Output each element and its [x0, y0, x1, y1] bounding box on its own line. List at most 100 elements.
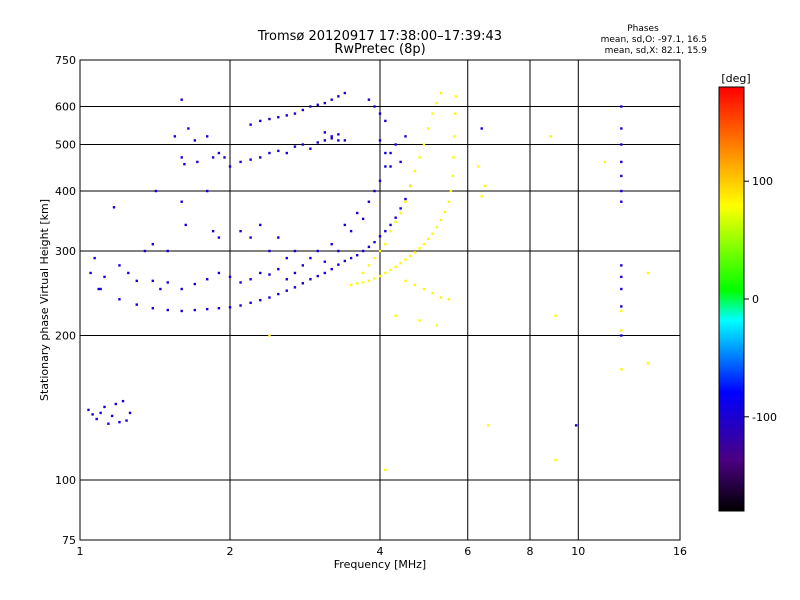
data-point-o: [620, 305, 623, 308]
data-point-o: [118, 298, 121, 301]
y-tick-label: 100: [55, 474, 76, 487]
data-point-o: [205, 135, 209, 138]
x-tick-label: 4: [377, 545, 384, 558]
data-point-o: [293, 271, 297, 275]
data-point-o: [97, 287, 100, 291]
data-point-o: [193, 308, 197, 312]
x-axis-label: Frequency [MHz]: [334, 558, 426, 571]
data-point-x: [367, 279, 371, 283]
x-tick-label: 1: [77, 545, 84, 558]
data-point-o: [277, 236, 280, 239]
data-point-x: [480, 195, 483, 198]
data-point-x: [447, 298, 451, 301]
data-point-o: [107, 422, 110, 425]
data-point-o: [285, 278, 288, 281]
data-point-o: [239, 229, 242, 233]
data-point-o: [268, 273, 271, 276]
data-point-x: [431, 112, 434, 115]
data-point-x: [418, 247, 421, 250]
data-point-o: [330, 135, 333, 138]
data-point-x: [483, 184, 487, 188]
data-point-o: [293, 286, 297, 289]
data-point-o: [301, 108, 305, 112]
colorbar-tick-label: 100: [752, 175, 773, 188]
data-point-o: [373, 105, 376, 108]
data-point-o: [259, 119, 262, 123]
data-point-o: [384, 151, 387, 155]
data-point-x: [435, 324, 438, 327]
y-tick-label: 300: [55, 245, 76, 258]
data-point-o: [277, 116, 280, 119]
data-point-o: [343, 91, 347, 95]
data-point-o: [323, 139, 327, 142]
data-point-o: [384, 119, 387, 123]
data-point-x: [603, 160, 606, 164]
data-point-x: [418, 156, 421, 159]
data-point-o: [259, 298, 262, 302]
data-point-o: [349, 229, 353, 233]
data-point-o: [151, 279, 155, 283]
y-tick-label: 600: [55, 101, 76, 114]
data-point-o: [166, 281, 169, 284]
data-point-o: [118, 420, 121, 424]
data-point-o: [620, 174, 623, 178]
data-point-o: [316, 274, 319, 278]
colorbar-label: [deg]: [721, 72, 750, 85]
data-point-x: [427, 127, 430, 130]
data-point-o: [574, 424, 578, 427]
data-point-o: [337, 133, 340, 136]
data-point-x: [394, 265, 397, 269]
x-tick-label: 2: [227, 545, 234, 558]
data-point-o: [249, 236, 252, 239]
data-point-o: [361, 217, 365, 221]
chart-title: Tromsø 20120917 17:38:00–17:39:43: [257, 29, 502, 44]
data-point-o: [173, 135, 177, 138]
x-tick-label: 16: [673, 545, 687, 558]
data-point-x: [389, 229, 392, 233]
data-point-o: [620, 334, 623, 337]
data-point-x: [477, 165, 480, 168]
data-point-o: [268, 151, 271, 155]
data-point-o: [180, 200, 183, 203]
data-point-o: [143, 249, 147, 253]
data-point-x: [451, 174, 455, 178]
data-point-x: [549, 135, 552, 138]
data-point-o: [277, 292, 280, 296]
data-point-o: [211, 229, 215, 233]
data-point-x: [355, 282, 359, 285]
data-point-o: [180, 156, 183, 159]
data-point-o: [285, 114, 288, 117]
data-point-o: [343, 139, 347, 142]
data-point-o: [268, 117, 271, 121]
phase-line-x: mean, sd,X: 82.1, 15.9: [605, 46, 708, 56]
data-point-o: [268, 249, 271, 253]
data-point-o: [285, 289, 288, 292]
data-point-o: [343, 259, 347, 263]
data-point-o: [103, 275, 106, 279]
data-point-o: [159, 287, 162, 291]
data-point-o: [316, 141, 319, 144]
data-point-o: [389, 151, 392, 155]
data-point-o: [361, 249, 365, 253]
data-point-o: [373, 240, 376, 244]
data-point-o: [277, 267, 280, 271]
data-point-o: [378, 139, 382, 142]
x-tick-label: 10: [571, 545, 585, 558]
data-point-o: [114, 402, 118, 406]
data-point-o: [259, 271, 262, 275]
data-point-o: [620, 143, 623, 146]
y-tick-label: 500: [55, 139, 76, 152]
data-point-x: [399, 261, 402, 265]
data-point-x: [349, 283, 353, 287]
data-point-o: [330, 98, 333, 101]
data-point-o: [620, 287, 623, 291]
data-point-x: [435, 101, 438, 105]
data-point-o: [309, 278, 312, 281]
data-point-o: [355, 211, 359, 215]
data-point-x: [487, 424, 490, 427]
data-point-o: [228, 306, 232, 309]
data-point-x: [268, 334, 271, 337]
data-point-x: [443, 210, 447, 214]
data-point-o: [349, 256, 353, 260]
data-point-o: [355, 254, 359, 257]
